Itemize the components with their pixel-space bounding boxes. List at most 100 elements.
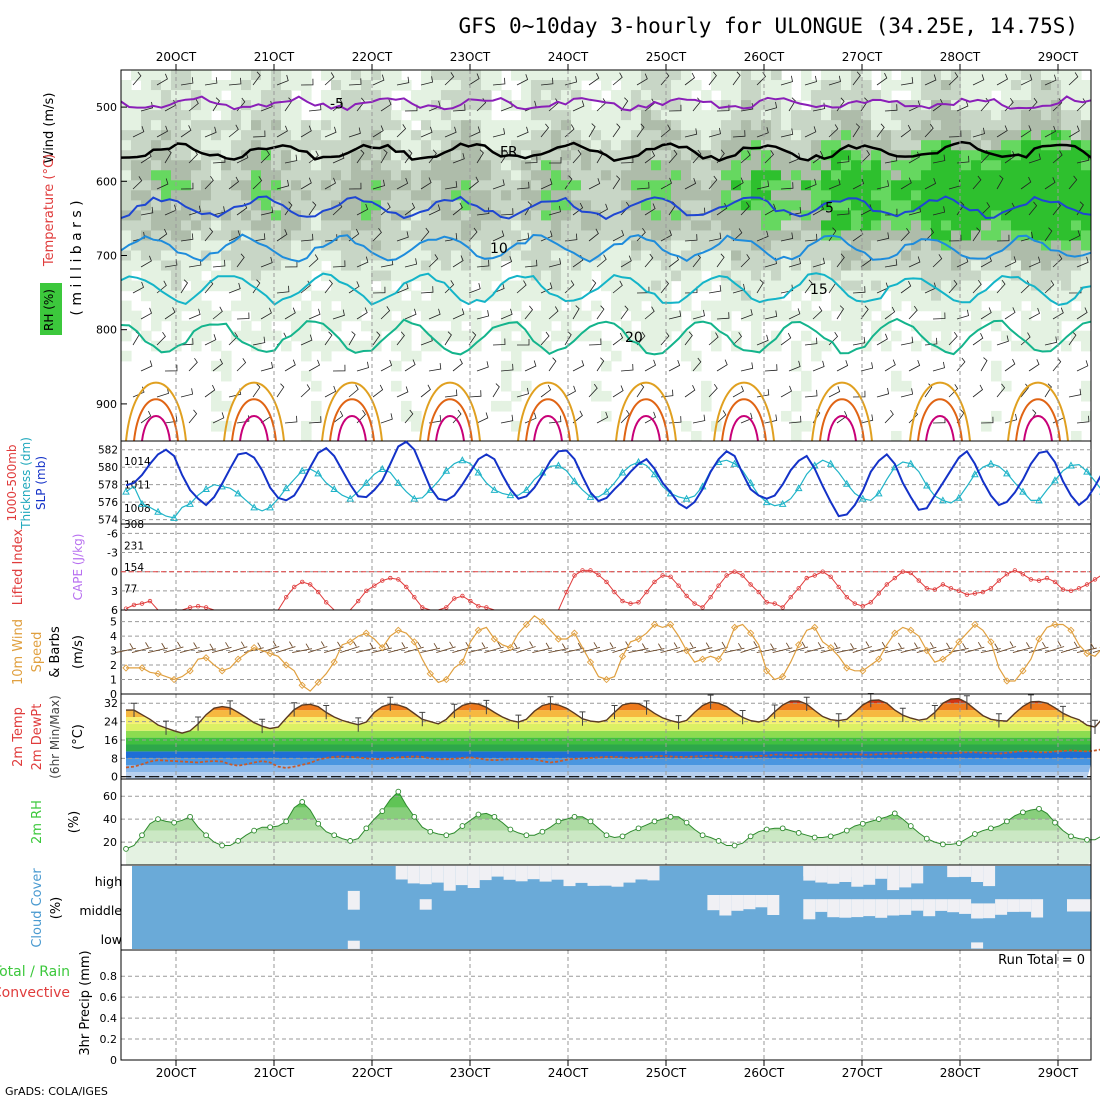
rh-cell <box>641 340 652 352</box>
rh-cell <box>221 220 232 232</box>
rh-cell <box>321 350 332 362</box>
rh-cell <box>401 330 412 342</box>
wind-barb <box>540 123 550 138</box>
rh-cell <box>271 230 282 242</box>
rh-cell <box>1071 430 1082 441</box>
rh-cell <box>331 140 342 151</box>
rh-cell <box>501 370 512 382</box>
clear-sky-cell <box>947 899 960 913</box>
rh-cell <box>681 200 692 211</box>
rh-cell <box>691 110 702 121</box>
wind-barb <box>492 230 505 242</box>
rh-cell <box>861 130 872 141</box>
rh-cell <box>601 160 612 171</box>
rh-cell <box>151 310 162 322</box>
rh-cell <box>361 190 372 201</box>
rh-cell <box>911 120 922 131</box>
rh-cell <box>711 220 722 232</box>
rh-cell <box>671 180 682 191</box>
rh-cell <box>721 150 732 161</box>
lifted-index-point <box>1060 587 1066 592</box>
rh-cell <box>991 70 1002 81</box>
rh-cell <box>741 180 752 191</box>
rh-cell <box>681 170 692 181</box>
rh-cell <box>1021 260 1032 272</box>
wind-barb <box>636 181 650 190</box>
surface-wind-barb <box>980 643 1001 654</box>
surface-wind-barb <box>1012 642 1033 654</box>
rh-cell <box>331 250 342 262</box>
rh-cell <box>431 210 442 222</box>
rh-cell <box>331 270 342 282</box>
rh-cell <box>291 200 302 211</box>
rh-cell <box>641 110 652 121</box>
rh-cell <box>701 200 712 211</box>
pressure-tick-label: 600 <box>96 175 117 188</box>
rh-cell <box>551 300 562 312</box>
rh-cell <box>291 130 302 141</box>
wind10m-point <box>602 675 611 684</box>
wind10m-point <box>843 664 851 672</box>
warm-isotherm <box>729 414 759 441</box>
wind-barb <box>876 180 890 190</box>
rh-cell <box>1011 70 1022 81</box>
rh-cell <box>1071 180 1082 191</box>
rh-cell <box>621 260 632 272</box>
rh-cell <box>871 110 882 121</box>
rh-cell <box>901 270 912 282</box>
isotherm-line <box>121 317 1091 356</box>
rh-cell <box>241 190 252 201</box>
wind-barb <box>308 150 319 164</box>
rh-cell <box>631 290 642 302</box>
rh-cell <box>781 230 792 242</box>
rh-cell <box>181 180 192 191</box>
rh-cell <box>661 90 672 101</box>
wind-barb <box>548 258 562 268</box>
rh-cell <box>1011 290 1022 302</box>
rh-cell <box>821 150 832 161</box>
wind-barb <box>500 149 509 164</box>
rh-cell <box>631 250 642 262</box>
rh-cell <box>511 360 522 372</box>
rh-cell <box>431 300 442 312</box>
rh-cell <box>461 180 472 191</box>
wind-barb <box>428 100 441 112</box>
rh-cell <box>591 380 602 392</box>
rh-cell <box>651 170 662 181</box>
rh-cell <box>641 220 652 232</box>
rh-cell <box>1001 120 1012 131</box>
rh-cell <box>531 110 542 121</box>
rh-cell <box>821 110 832 121</box>
rh-cell <box>621 80 632 91</box>
rh-cell <box>301 150 312 161</box>
rh-cell <box>621 270 632 282</box>
rh-cell <box>281 250 292 262</box>
wind-barb <box>884 259 898 268</box>
temp-band <box>126 744 1091 752</box>
rh-cell <box>781 110 792 121</box>
rh-cell <box>911 90 922 101</box>
rh-cell <box>251 270 262 282</box>
li-tick-label: 0 <box>111 566 118 579</box>
rh-cell <box>281 110 292 121</box>
wind-barb <box>212 306 223 320</box>
rh-cell <box>831 160 842 171</box>
thickness-point <box>971 470 979 478</box>
rh-cell <box>921 210 932 222</box>
rh-cell <box>481 240 492 252</box>
rh-cell <box>1001 130 1012 141</box>
rh-cell <box>161 90 172 101</box>
rh-cell <box>441 180 452 191</box>
wind-barb <box>468 390 482 398</box>
rh-cell <box>231 80 242 91</box>
wind-barb <box>852 123 861 138</box>
surface-wind-barb <box>356 642 377 654</box>
rh-cell <box>501 380 512 392</box>
rh-cell <box>781 80 792 91</box>
rh-cell <box>911 280 922 292</box>
lifted-index-point <box>972 591 978 596</box>
rh-cell <box>271 70 282 81</box>
lifted-index-point <box>844 595 849 600</box>
minmax-whisker <box>195 716 202 731</box>
